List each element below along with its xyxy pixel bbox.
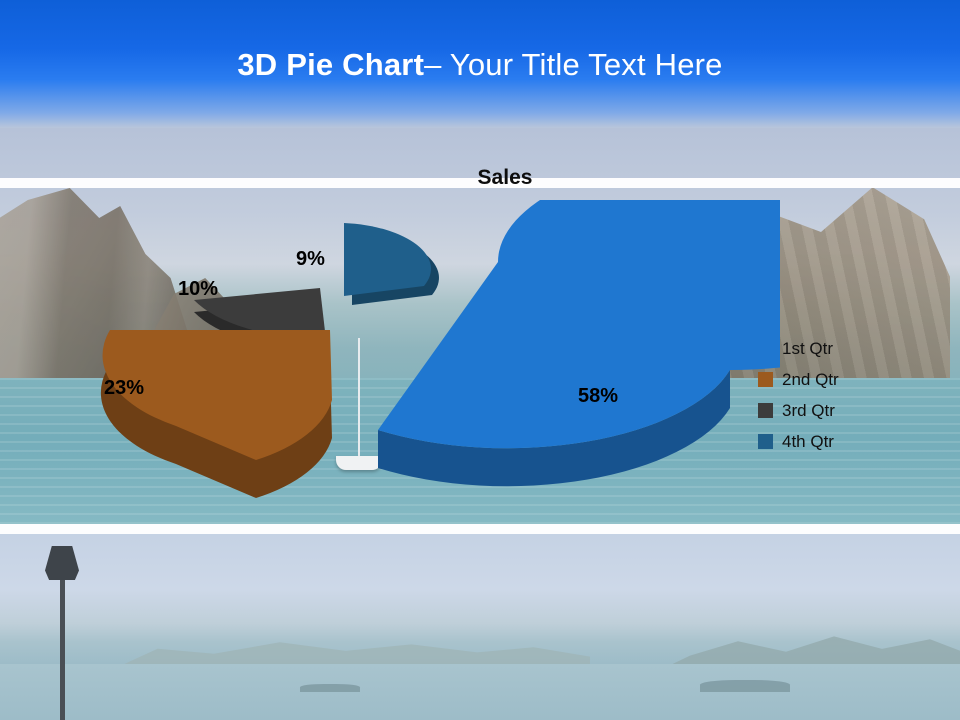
data-label-2nd-qtr: 23% bbox=[104, 377, 145, 399]
page-title-bold: 3D Pie Chart bbox=[237, 47, 425, 82]
page-title-rest: – Your Title Text Here bbox=[424, 47, 723, 82]
background-photo-bottom bbox=[0, 534, 960, 720]
legend-item-3rd-qtr[interactable]: 3rd Qtr bbox=[758, 395, 898, 426]
pie-slice-2nd-qtr[interactable] bbox=[100, 330, 332, 498]
chart-legend: 1st Qtr 2nd Qtr 3rd Qtr 4th Qtr bbox=[758, 333, 898, 457]
data-label-1st-qtr: 58% bbox=[578, 385, 619, 407]
title-banner: 3D Pie Chart– Your Title Text Here bbox=[0, 0, 960, 128]
pie-slice-4th-qtr[interactable] bbox=[344, 223, 439, 305]
divider-strip-bottom bbox=[0, 524, 960, 534]
data-label-3rd-qtr: 10% bbox=[178, 278, 219, 300]
pie-chart bbox=[80, 200, 780, 530]
page-title: 3D Pie Chart– Your Title Text Here bbox=[0, 46, 960, 84]
pie-slice-1st-qtr[interactable] bbox=[378, 200, 780, 487]
legend-swatch-icon bbox=[758, 372, 773, 387]
sailboat-mast bbox=[358, 338, 360, 458]
legend-item-1st-qtr[interactable]: 1st Qtr bbox=[758, 333, 898, 364]
chart-title: Sales bbox=[477, 166, 533, 189]
legend-label: 3rd Qtr bbox=[782, 400, 835, 420]
legend-label: 2nd Qtr bbox=[782, 369, 839, 389]
distant-hills-right bbox=[660, 636, 960, 670]
islet bbox=[300, 684, 360, 692]
legend-swatch-icon bbox=[758, 403, 773, 418]
pie-chart-svg bbox=[100, 200, 780, 498]
legend-label: 4th Qtr bbox=[782, 431, 834, 451]
legend-swatch-icon bbox=[758, 341, 773, 356]
distant-hills bbox=[120, 642, 590, 666]
legend-swatch-icon bbox=[758, 434, 773, 449]
islet bbox=[700, 680, 790, 692]
legend-item-4th-qtr[interactable]: 4th Qtr bbox=[758, 426, 898, 457]
legend-label: 1st Qtr bbox=[782, 338, 834, 358]
street-lamp-post bbox=[60, 554, 65, 720]
street-lamp-head bbox=[45, 546, 79, 580]
sailboat-hull bbox=[336, 456, 382, 470]
divider-strip-top bbox=[0, 178, 960, 188]
legend-item-2nd-qtr[interactable]: 2nd Qtr bbox=[758, 364, 898, 395]
sea-water-bottom bbox=[0, 664, 960, 720]
data-label-4th-qtr: 9% bbox=[296, 248, 325, 270]
